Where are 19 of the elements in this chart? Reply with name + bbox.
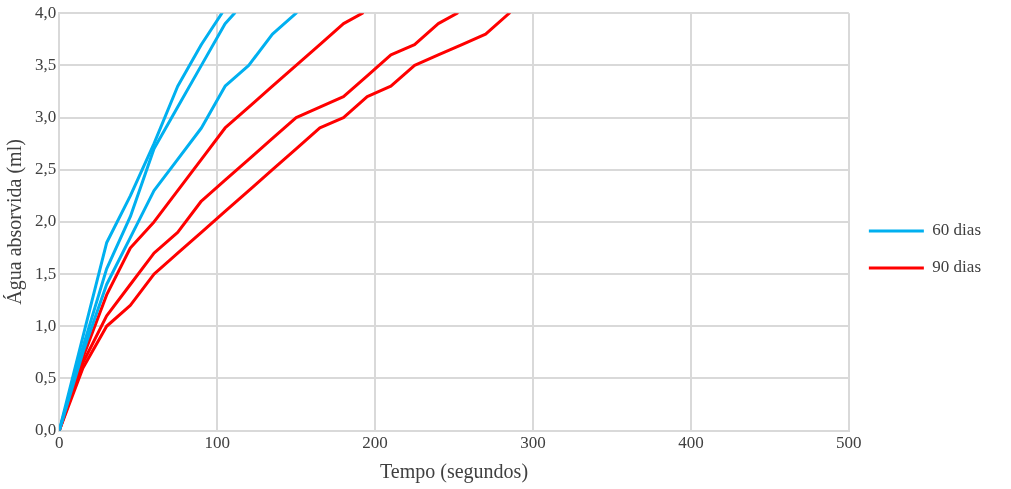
y-tick-label: 2,0 — [35, 211, 57, 231]
y-tick-label: 4,0 — [35, 2, 57, 22]
y-tick-label: 1,0 — [35, 315, 57, 335]
legend-label: 90 dias — [932, 257, 982, 277]
x-tick-label: 100 — [204, 433, 230, 453]
y-tick-label: 0,0 — [35, 420, 57, 440]
y-tick-label: 1,5 — [35, 263, 57, 283]
y-axis-title: Água absorvida (ml) — [3, 139, 27, 305]
y-tick-label: 3,0 — [35, 107, 57, 127]
y-tick-label: 2,5 — [35, 159, 57, 179]
x-axis-title: Tempo (segundos) — [380, 460, 529, 484]
y-tick-label: 3,5 — [35, 54, 57, 74]
y-tick-label: 0,5 — [35, 367, 57, 387]
x-tick-label: 0 — [55, 433, 64, 453]
x-tick-label: 400 — [678, 433, 704, 453]
x-tick-label: 200 — [362, 433, 388, 453]
legend-label: 60 dias — [932, 220, 982, 240]
x-tick-label: 300 — [520, 433, 546, 453]
x-tick-label: 500 — [836, 433, 862, 453]
